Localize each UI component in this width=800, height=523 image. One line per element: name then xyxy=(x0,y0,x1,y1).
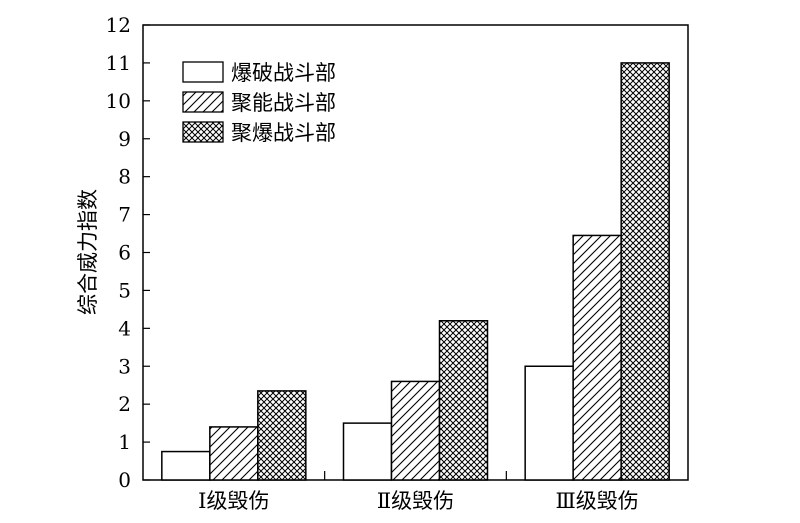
y-tick-label: 11 xyxy=(106,51,131,75)
bar xyxy=(342,422,393,481)
legend-label: 聚能战斗部 xyxy=(231,91,336,115)
legend-swatch xyxy=(182,91,224,113)
bar xyxy=(524,365,574,481)
y-tick-label: 1 xyxy=(118,430,131,454)
bars xyxy=(161,62,670,481)
bar xyxy=(390,380,441,481)
y-tick-label: 4 xyxy=(118,316,131,340)
bar xyxy=(161,450,211,481)
legend-swatch xyxy=(182,121,224,143)
y-tick-label: 0 xyxy=(118,468,131,492)
y-tick-label: 8 xyxy=(118,165,131,189)
y-tick-label: 9 xyxy=(118,127,131,151)
bar xyxy=(438,320,489,481)
x-tick-label: Ⅲ级毁伤 xyxy=(556,489,639,513)
bar xyxy=(257,390,307,481)
bar xyxy=(209,426,259,481)
y-tick-label: 10 xyxy=(106,89,131,113)
legend-swatch xyxy=(182,61,224,83)
y-tick-label: 5 xyxy=(118,278,131,302)
y-tick-label: 2 xyxy=(118,392,131,416)
x-tick-label: Ⅰ级毁伤 xyxy=(198,489,269,513)
y-axis-label: 综合威力指数 xyxy=(76,189,100,315)
bar xyxy=(572,234,622,481)
legend-label: 聚爆战斗部 xyxy=(231,121,336,145)
x-axis: Ⅰ级毁伤 Ⅱ级毁伤 Ⅲ级毁伤 xyxy=(198,471,639,513)
y-tick-label: 7 xyxy=(118,203,131,227)
legend-label: 爆破战斗部 xyxy=(231,61,336,85)
x-tick-label: Ⅱ级毁伤 xyxy=(377,489,454,513)
y-tick-label: 3 xyxy=(118,354,131,378)
bar xyxy=(620,62,670,481)
y-tick-label: 12 xyxy=(106,13,131,37)
y-tick-label: 6 xyxy=(118,241,131,265)
